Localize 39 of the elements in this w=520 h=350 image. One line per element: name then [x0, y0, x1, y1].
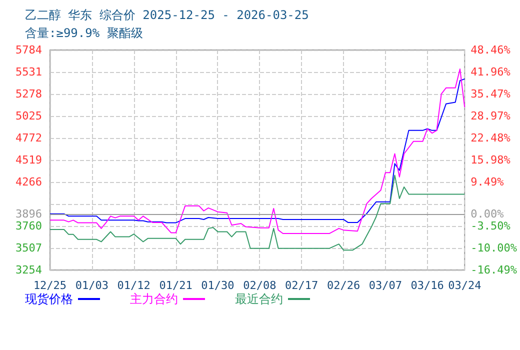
x-tick-label: 01/21 [159, 279, 192, 292]
chart-subtitle: 含量:≥99.9% 聚酯级 [25, 26, 143, 40]
y-tick-label: 5784 [16, 44, 42, 56]
legend-label: 最近合约 [235, 292, 283, 306]
y-tick-label: 3896 [16, 208, 42, 221]
y-tick-label: 5025 [16, 110, 42, 122]
y2-tick-label: 9.49% [470, 176, 504, 188]
x-tick-label: 01/03 [75, 279, 108, 292]
x-tick-label: 03/24 [448, 279, 482, 292]
y-tick-label: 5531 [16, 66, 42, 78]
y2-tick-label: 28.97% [470, 110, 511, 123]
x-tick-label: 03/16 [410, 279, 444, 292]
y-tick-label: 3254 [16, 264, 42, 276]
y2-tick-label: 0.00% [470, 208, 504, 221]
y2-tick-label: 22.48% [470, 132, 511, 144]
y-tick-label: 5278 [16, 88, 42, 100]
y2-tick-label: 48.46% [470, 44, 511, 56]
y2-tick-label: -16.49% [470, 264, 518, 276]
y-tick-label: 4519 [16, 154, 42, 166]
y2-tick-label: -3.50% [470, 220, 511, 232]
line-series [50, 174, 466, 251]
y2-tick-label: 41.96% [470, 66, 511, 79]
x-tick-label: 02/26 [326, 279, 360, 292]
y-tick-label: 4772 [16, 132, 42, 144]
legend-label: 现货价格 [25, 292, 73, 306]
x-tick-label: 02/08 [243, 279, 276, 292]
x-tick-label: 03/07 [368, 279, 402, 292]
y2-tick-label: 15.98% [470, 154, 511, 167]
y-tick-label: 3507 [16, 242, 42, 254]
y-tick-label: 3760 [16, 220, 42, 232]
x-tick-label: 01/12 [117, 279, 150, 292]
legend-label: 主力合约 [130, 292, 178, 306]
x-tick-label: 02/17 [285, 279, 318, 292]
x-tick-label: 12/25 [33, 279, 67, 292]
x-tick-label: 01/30 [201, 279, 234, 292]
y2-tick-label: -10.00% [470, 242, 518, 255]
y-tick-label: 4266 [16, 176, 42, 188]
y2-tick-label: 35.47% [470, 88, 511, 100]
chart-title: 乙二醇 华东 综合价 2025-12-25 - 2026-03-25 [25, 8, 309, 22]
